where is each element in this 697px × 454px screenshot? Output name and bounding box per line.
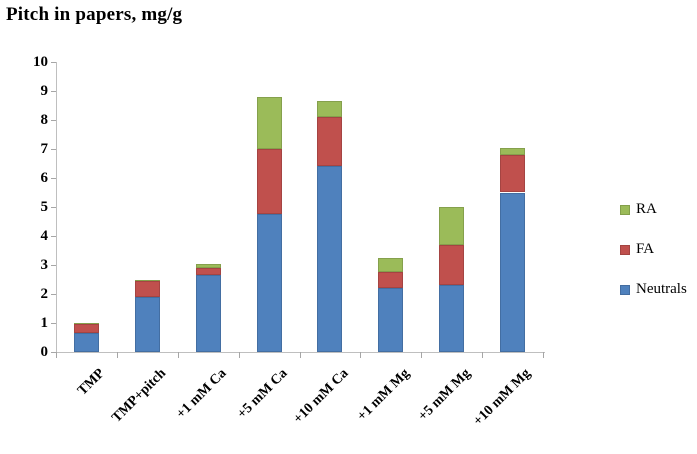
bar-segment-ra xyxy=(439,207,465,245)
y-tick xyxy=(51,235,56,237)
y-tick xyxy=(51,322,56,324)
y-tick xyxy=(51,61,56,63)
bar-segment-ra xyxy=(195,263,221,268)
y-tick-label: 9 xyxy=(40,83,49,99)
x-category-label: TMP xyxy=(75,366,109,399)
y-tick-label: 0 xyxy=(40,344,49,360)
y-tick-label: 1 xyxy=(40,315,49,331)
y-tick-label: 2 xyxy=(40,286,49,302)
legend-swatch-fa xyxy=(620,244,630,255)
x-tick xyxy=(299,352,301,358)
bar-segment-fa xyxy=(134,280,160,297)
bar-segment-neutrals xyxy=(256,214,282,352)
y-tick xyxy=(51,90,56,92)
bar-segment-fa xyxy=(378,272,404,289)
bar-segment-ra xyxy=(73,323,99,325)
bar-segment-neutrals xyxy=(439,285,465,352)
legend-label: Neutrals xyxy=(636,281,687,297)
bar-segment-neutrals xyxy=(195,275,221,352)
y-tick xyxy=(51,351,56,353)
x-tick xyxy=(56,352,57,358)
bar-segment-ra xyxy=(134,279,160,281)
x-tick xyxy=(116,352,118,358)
bar-segment-neutrals xyxy=(378,288,404,352)
y-tick-label: 5 xyxy=(40,199,49,215)
y-tick xyxy=(51,293,56,295)
x-tick xyxy=(177,352,179,358)
legend-swatch-ra xyxy=(620,204,630,215)
y-axis-line xyxy=(56,62,57,352)
bar-segment-fa xyxy=(439,244,465,286)
legend-item: Neutrals xyxy=(620,282,687,297)
y-tick-label: 10 xyxy=(33,54,48,70)
legend-label: FA xyxy=(636,241,655,257)
bar-segment-fa xyxy=(195,267,221,276)
bar-segment-fa xyxy=(73,324,99,334)
legend-item: RA xyxy=(620,202,687,217)
legend-swatch-neutrals xyxy=(620,284,630,295)
bar-segment-ra xyxy=(317,101,343,118)
y-tick xyxy=(51,206,56,208)
x-category-label: +5 mM Mg xyxy=(415,366,474,425)
bar-segment-neutrals xyxy=(500,192,526,352)
bar-segment-neutrals xyxy=(317,166,343,352)
legend: RA FA Neutrals xyxy=(620,202,687,322)
bar-segment-neutrals xyxy=(134,296,160,352)
x-tick xyxy=(482,352,484,358)
bar-segment-ra xyxy=(378,257,404,273)
y-tick xyxy=(51,148,56,150)
x-category-label: +10 mM Mg xyxy=(471,366,535,429)
x-category-label: +5 mM Ca xyxy=(234,366,291,422)
x-axis-line xyxy=(56,352,545,353)
bar-segment-ra xyxy=(256,96,282,149)
y-tick xyxy=(51,119,56,121)
x-tick xyxy=(360,352,362,358)
y-tick-label: 4 xyxy=(40,228,49,244)
y-tick-label: 8 xyxy=(40,112,49,128)
x-tick xyxy=(238,352,240,358)
bar-segment-neutrals xyxy=(73,333,99,352)
bar-segment-fa xyxy=(317,117,343,167)
x-category-label: +1 mM Ca xyxy=(173,366,230,422)
x-category-label: +1 mM Mg xyxy=(354,366,413,425)
legend-item: FA xyxy=(620,242,687,257)
bar-segment-ra xyxy=(500,147,526,155)
y-tick xyxy=(51,177,56,179)
y-tick-label: 3 xyxy=(40,257,49,273)
chart-title: Pitch in papers, mg/g xyxy=(6,4,183,25)
bar-segment-fa xyxy=(500,154,526,193)
y-tick xyxy=(51,264,56,266)
x-tick xyxy=(421,352,423,358)
x-tick xyxy=(543,352,544,358)
x-category-label: +10 mM Ca xyxy=(290,366,352,427)
legend-label: RA xyxy=(636,201,657,217)
bar-segment-fa xyxy=(256,149,282,215)
y-tick-label: 7 xyxy=(40,141,49,157)
x-category-label: TMP+pitch xyxy=(109,366,169,426)
y-tick-label: 6 xyxy=(40,170,49,186)
